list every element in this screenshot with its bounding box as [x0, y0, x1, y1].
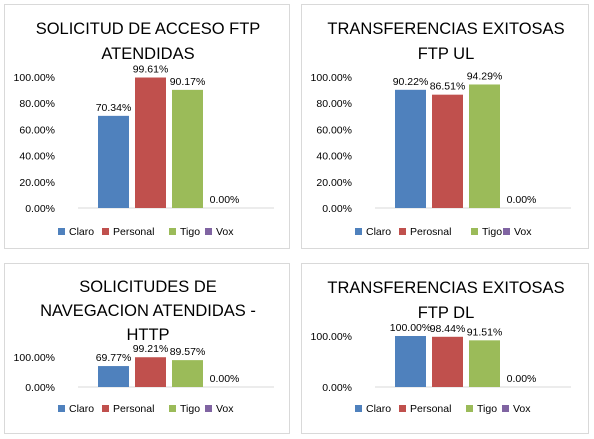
chart-ftp-access: SOLICITUD DE ACCESO FTP ATENDIDAS 0.00% 20.…: [14, 20, 274, 238]
chart-panel-ftp-dl: TRANSFERENCIAS EXITOSAS FTP DL 0.00% 100.00…: [301, 263, 589, 434]
legend-label: Claro: [69, 226, 94, 238]
chart-title-line: FTP UL: [418, 45, 475, 63]
bar-claro: [395, 336, 426, 387]
legend-swatch: [502, 405, 509, 412]
legend-swatch: [399, 228, 406, 235]
legend-swatch: [205, 228, 212, 235]
data-label: 0.00%: [210, 194, 240, 206]
legend-swatch: [102, 405, 109, 412]
chart-ftp-ul: TRANSFERENCIAS EXITOSAS FTP UL 0.00% 20.00%…: [311, 20, 571, 238]
chart-title-line: TRANSFERENCIAS EXITOSAS: [327, 279, 564, 297]
chart-title-line: SOLICITUDES DE: [79, 278, 217, 296]
data-label: 90.22%: [393, 76, 429, 88]
y-tick-label: 0.00%: [322, 382, 352, 394]
y-tick-label: 100.00%: [311, 72, 352, 84]
data-label: 90.17%: [170, 76, 206, 88]
y-tick-label: 20.00%: [316, 177, 352, 189]
chart-title-line: HTTP: [126, 326, 169, 344]
data-label: 70.34%: [96, 102, 132, 114]
chart-ftp-dl: TRANSFERENCIAS EXITOSAS FTP DL 0.00% 100.00…: [311, 279, 571, 415]
data-label: 99.21%: [133, 343, 169, 355]
legend-label: Personal: [410, 403, 451, 415]
legend-label: Vox: [216, 403, 234, 415]
chart-title-line: FTP DL: [418, 304, 475, 322]
chart-title-line: TRANSFERENCIAS EXITOSAS: [327, 20, 564, 38]
legend-swatch: [58, 228, 65, 235]
y-tick-label: 20.00%: [19, 177, 55, 189]
legend-label: Vox: [514, 226, 532, 238]
data-label: 0.00%: [507, 373, 537, 385]
bar-personal: [135, 77, 166, 209]
legend-label: Vox: [216, 226, 234, 238]
data-label: 100.00%: [390, 322, 431, 334]
data-label: 69.77%: [96, 352, 132, 364]
bar-claro: [395, 89, 426, 208]
data-label: 94.29%: [467, 70, 503, 82]
y-tick-label: 100.00%: [311, 331, 352, 343]
legend-swatch: [355, 405, 362, 412]
chart-panel-http: SOLICITUDES DE NAVEGACION ATENDIDAS - HTTP…: [4, 263, 290, 434]
legend-swatch: [169, 228, 176, 235]
legend-swatch: [399, 405, 406, 412]
y-tick-label: 40.00%: [316, 151, 352, 163]
data-label: 0.00%: [507, 194, 537, 206]
y-tick-label: 80.00%: [316, 98, 352, 110]
y-tick-label: 100.00%: [14, 72, 55, 84]
legend-label: Tigo: [482, 226, 502, 238]
legend-label: Tigo: [180, 403, 200, 415]
bar-tigo: [172, 360, 203, 387]
y-tick-label: 0.00%: [25, 382, 55, 394]
legend-label: Vox: [513, 403, 531, 415]
y-tick-label: 40.00%: [19, 151, 55, 163]
chart-http: SOLICITUDES DE NAVEGACION ATENDIDAS - HTTP…: [14, 278, 274, 415]
legend-swatch: [205, 405, 212, 412]
legend-label: Claro: [69, 403, 94, 415]
y-tick-label: 60.00%: [316, 124, 352, 136]
bar-tigo: [469, 84, 500, 208]
legend-label: Claro: [366, 403, 391, 415]
legend-label: Claro: [366, 226, 391, 238]
chart-panel-ftp-access: SOLICITUD DE ACCESO FTP ATENDIDAS 0.00% 20.…: [4, 4, 290, 249]
bar-tigo: [469, 340, 500, 387]
bar-tigo: [172, 89, 203, 208]
legend-swatch: [355, 228, 362, 235]
y-tick-label: 100.00%: [14, 352, 55, 364]
chart-title-line: SOLICITUD DE ACCESO FTP: [36, 20, 261, 38]
y-tick-label: 0.00%: [322, 203, 352, 215]
legend-swatch: [169, 405, 176, 412]
bar-claro: [98, 366, 129, 387]
legend-label: Tigo: [180, 226, 200, 238]
legend-swatch: [471, 228, 478, 235]
data-label: 99.61%: [133, 64, 169, 76]
bar-personal: [432, 336, 463, 387]
data-label: 91.51%: [467, 326, 503, 338]
legend-label: Perosnal: [410, 226, 451, 238]
legend-swatch: [466, 405, 473, 412]
legend-label: Tigo: [477, 403, 497, 415]
legend-swatch: [503, 228, 510, 235]
data-label: 89.57%: [170, 346, 206, 358]
y-tick-label: 60.00%: [19, 124, 55, 136]
data-label: 98.44%: [430, 323, 466, 335]
legend-swatch: [58, 405, 65, 412]
data-label: 86.51%: [430, 81, 466, 93]
y-tick-label: 0.00%: [25, 203, 55, 215]
bar-perosnal: [432, 94, 463, 208]
bar-personal: [135, 357, 166, 387]
y-tick-label: 80.00%: [19, 98, 55, 110]
legend-label: Personal: [113, 403, 154, 415]
chart-panel-ftp-ul: TRANSFERENCIAS EXITOSAS FTP UL 0.00% 20.00%…: [301, 4, 589, 249]
chart-title-line: NAVEGACION ATENDIDAS -: [40, 302, 256, 320]
bar-claro: [98, 115, 129, 208]
data-label: 0.00%: [210, 373, 240, 385]
chart-title-line: ATENDIDAS: [101, 45, 194, 63]
legend-swatch: [102, 228, 109, 235]
legend-label: Personal: [113, 226, 154, 238]
